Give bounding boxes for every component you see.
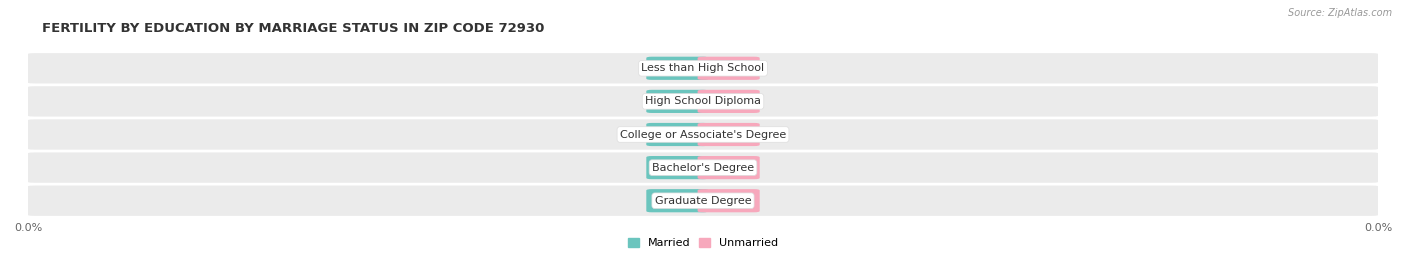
Text: 0.0%: 0.0% [662,63,692,73]
FancyBboxPatch shape [647,189,709,212]
Text: 0.0%: 0.0% [662,196,692,206]
FancyBboxPatch shape [24,118,1382,151]
FancyBboxPatch shape [697,123,759,146]
Text: 0.0%: 0.0% [662,96,692,107]
FancyBboxPatch shape [24,151,1382,184]
Legend: Married, Unmarried: Married, Unmarried [623,233,783,253]
Text: Bachelor's Degree: Bachelor's Degree [652,162,754,173]
Text: 0.0%: 0.0% [714,162,744,173]
Text: College or Associate's Degree: College or Associate's Degree [620,129,786,140]
Text: 0.0%: 0.0% [662,129,692,140]
FancyBboxPatch shape [697,156,759,179]
Text: 0.0%: 0.0% [714,129,744,140]
FancyBboxPatch shape [24,52,1382,84]
FancyBboxPatch shape [24,185,1382,217]
Text: Graduate Degree: Graduate Degree [655,196,751,206]
FancyBboxPatch shape [647,156,709,179]
Text: High School Diploma: High School Diploma [645,96,761,107]
FancyBboxPatch shape [647,123,709,146]
FancyBboxPatch shape [647,90,709,113]
Text: 0.0%: 0.0% [714,63,744,73]
FancyBboxPatch shape [697,90,759,113]
Text: Source: ZipAtlas.com: Source: ZipAtlas.com [1288,8,1392,18]
FancyBboxPatch shape [697,189,759,212]
Text: 0.0%: 0.0% [714,96,744,107]
Text: FERTILITY BY EDUCATION BY MARRIAGE STATUS IN ZIP CODE 72930: FERTILITY BY EDUCATION BY MARRIAGE STATU… [42,22,544,35]
Text: 0.0%: 0.0% [714,196,744,206]
FancyBboxPatch shape [697,57,759,80]
Text: Less than High School: Less than High School [641,63,765,73]
FancyBboxPatch shape [24,85,1382,118]
Text: 0.0%: 0.0% [662,162,692,173]
FancyBboxPatch shape [647,57,709,80]
